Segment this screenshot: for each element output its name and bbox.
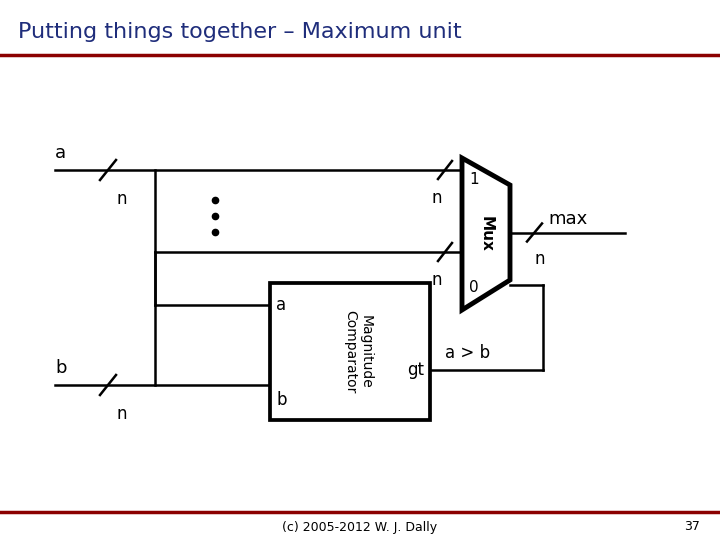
- Text: n: n: [432, 189, 442, 207]
- Text: (c) 2005-2012 W. J. Dally: (c) 2005-2012 W. J. Dally: [282, 521, 438, 534]
- Text: gt: gt: [407, 361, 424, 379]
- Text: a > b: a > b: [445, 344, 490, 362]
- Text: n: n: [116, 405, 127, 423]
- Text: n: n: [535, 251, 545, 268]
- Text: Mux: Mux: [479, 216, 493, 252]
- Text: b: b: [276, 391, 287, 409]
- Text: Magnitude
Comparator: Magnitude Comparator: [343, 310, 373, 393]
- Text: a: a: [55, 144, 66, 162]
- Polygon shape: [462, 158, 510, 310]
- Bar: [270, 283, 430, 420]
- Text: 0: 0: [469, 280, 479, 295]
- Text: n: n: [116, 190, 127, 208]
- Text: 1: 1: [469, 172, 479, 187]
- Text: 37: 37: [684, 521, 700, 534]
- Text: n: n: [432, 271, 442, 289]
- Text: max: max: [548, 210, 588, 227]
- Text: b: b: [55, 359, 66, 377]
- Text: a: a: [276, 296, 286, 314]
- Text: Putting things together – Maximum unit: Putting things together – Maximum unit: [18, 22, 462, 42]
